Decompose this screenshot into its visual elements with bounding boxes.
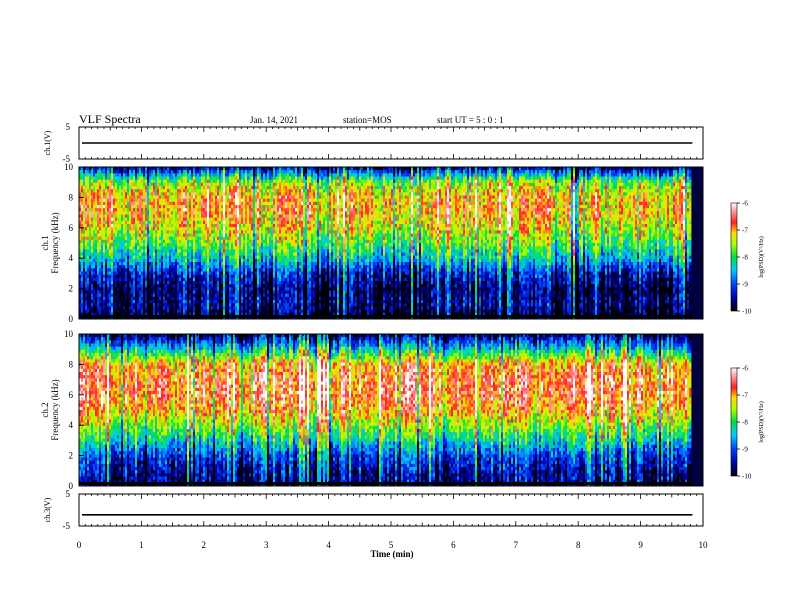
- ch1-spectrogram-image: [79, 167, 692, 319]
- ch1-wave-ylabel: ch.1(V): [43, 130, 52, 155]
- vlf-figure: 5 -5 ch.1(V) 0246810 ch.1 Frequency (kHz…: [0, 0, 792, 612]
- ch1-wave-ytick-top: 5: [66, 122, 71, 132]
- ch1-waveform-panel: 5 -5 ch.1(V): [43, 122, 703, 164]
